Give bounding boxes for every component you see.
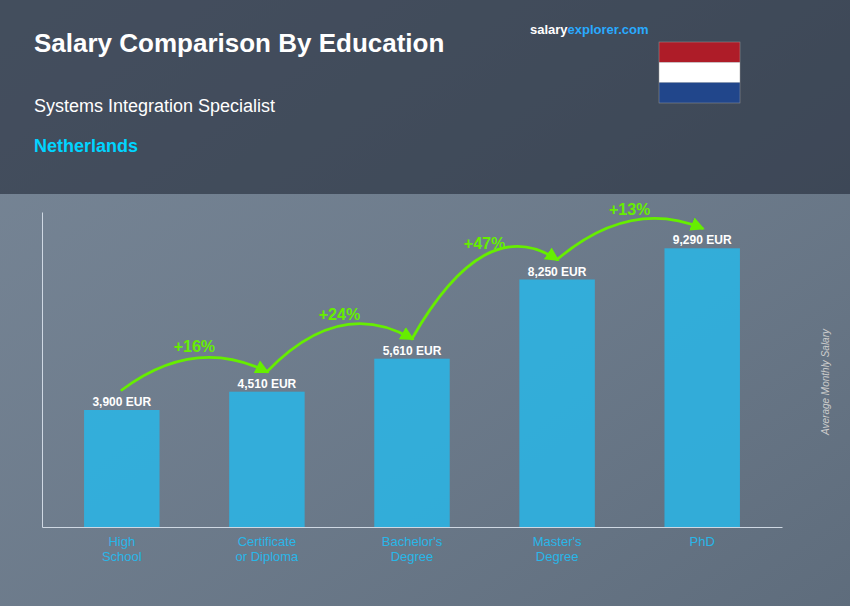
country: Netherlands [34, 136, 138, 156]
flag-stripe [659, 83, 740, 103]
chart-container: Salary Comparison By Education Systems In… [0, 0, 850, 606]
x-tick-label: HighSchool [102, 534, 142, 564]
pct-label: +16% [174, 338, 215, 355]
header-overlay [0, 0, 850, 194]
x-tick-label-line: Certificate [238, 534, 297, 549]
x-axis-line [43, 527, 783, 528]
data-label: 3,900 EUR [92, 395, 151, 409]
data-label: 8,250 EUR [528, 265, 587, 279]
pct-label: +47% [464, 235, 505, 252]
x-tick-label-line: PhD [690, 534, 715, 549]
watermark-part: salary [530, 22, 568, 37]
bar [374, 359, 449, 527]
y-axis-title: Average Monthly Salary [820, 328, 831, 436]
x-tick-label-line: High [108, 534, 135, 549]
watermark-part: explorer.com [568, 22, 649, 37]
x-tick: PhD [690, 527, 715, 549]
change-arrow [122, 357, 267, 390]
bar [84, 410, 159, 527]
x-tick-label-line: or Diploma [235, 549, 299, 564]
x-tick-label-line: Degree [536, 549, 579, 564]
x-tick: Certificateor Diploma [235, 527, 299, 564]
data-label: 9,290 EUR [673, 233, 732, 247]
data-labels: 3,900 EUR 4,510 EUR 5,610 EUR 8,250 EUR 9,29… [92, 233, 731, 409]
x-tick-label: Master'sDegree [533, 534, 582, 564]
x-tick-label-line: School [102, 549, 142, 564]
x-tick: Master'sDegree [533, 527, 582, 564]
x-tick-label: PhD [690, 534, 715, 549]
x-tick: Bachelor'sDegree [382, 527, 443, 564]
chart-svg: Salary Comparison By Education Systems In… [0, 0, 850, 606]
bar [664, 248, 739, 527]
x-axis: HighSchool Certificateor Diploma Bachelor'… [43, 527, 783, 564]
bar [229, 392, 304, 527]
pct-label: +24% [319, 306, 360, 323]
change-arrow [412, 246, 557, 338]
title: Salary Comparison By Education [34, 28, 444, 58]
x-tick-label-line: Degree [391, 549, 434, 564]
x-tick-label: Certificateor Diploma [235, 534, 299, 564]
x-tick-label: Bachelor'sDegree [382, 534, 443, 564]
change-arrow [557, 218, 702, 259]
data-label: 5,610 EUR [383, 344, 442, 358]
background [0, 0, 850, 606]
x-tick: HighSchool [102, 527, 142, 564]
x-tick-label-line: Master's [533, 534, 582, 549]
change-arrow [267, 324, 412, 372]
bar [519, 280, 594, 528]
y-axis-line [42, 213, 43, 528]
data-label: 4,510 EUR [238, 377, 297, 391]
flag-stripe [659, 62, 740, 82]
flag-stripe [659, 42, 740, 62]
flag [659, 42, 740, 103]
subtitle: Systems Integration Specialist [34, 96, 275, 116]
pct-label: +13% [609, 201, 650, 218]
watermark: salaryexplorer.com [530, 22, 649, 37]
change-arrows: +16% +24% +47% +13% [122, 201, 702, 390]
flag-border [659, 42, 740, 103]
bars [84, 248, 740, 527]
background-shade [0, 0, 850, 606]
x-tick-label-line: Bachelor's [382, 534, 443, 549]
y-axis [42, 213, 43, 528]
